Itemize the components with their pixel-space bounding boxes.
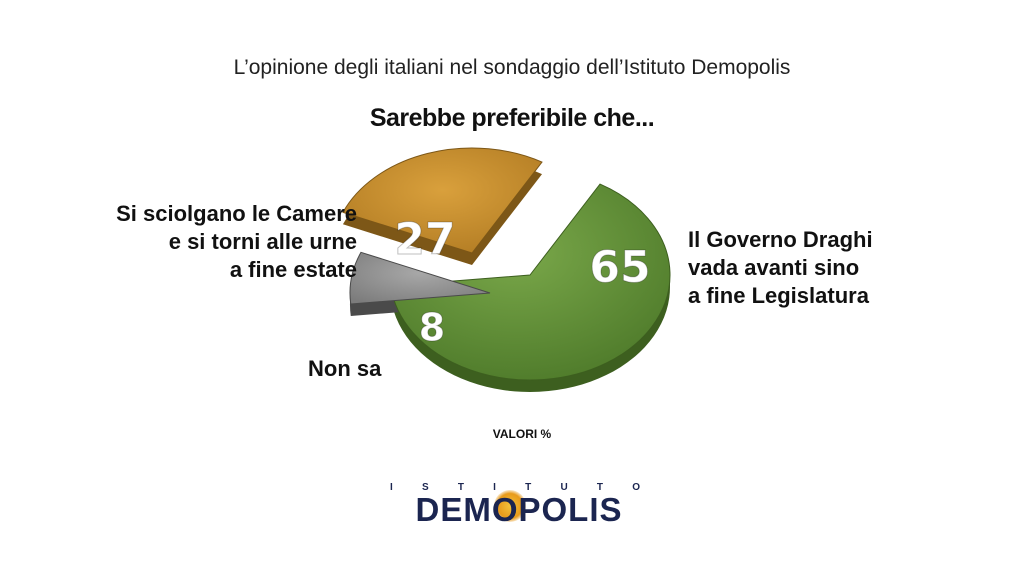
legend-label-government: Il Governo Draghi vada avanti sino a fin… [688, 226, 873, 310]
label-line: a fine estate [229, 257, 357, 282]
pie-slice [390, 183, 671, 381]
pie-slice [349, 251, 491, 305]
chart-subtitle: Sarebbe preferibile che... [369, 104, 655, 132]
label-line: Non sa [308, 356, 382, 381]
label-line: e si torni alle urne [168, 229, 357, 254]
page-title: L’opinione degli italiani nel sondaggio … [233, 56, 791, 79]
pie-slice-value-label: 8 [419, 306, 445, 350]
label-line: vada avanti sino [688, 255, 860, 280]
label-line: Il Governo Draghi [688, 227, 873, 252]
pie-slice [342, 147, 543, 254]
logo-letter: U [560, 482, 568, 493]
logo-letter: O [632, 482, 640, 493]
logo-letter: I [493, 482, 496, 493]
pie-slice-value-label: 65 [589, 242, 650, 293]
pie-slice-value-label: 27 [394, 214, 455, 265]
logo-sun-icon [494, 490, 526, 522]
logo-letter: I [390, 482, 393, 493]
legend-label-nonsa: Non sa [308, 355, 381, 383]
logo-letter: S [421, 482, 429, 493]
logo-letter: T [457, 482, 464, 493]
label-line: Si sciolgano le Camere [116, 201, 357, 226]
label-line: a fine Legislatura [688, 283, 869, 308]
legend-label-elections: Si sciolgano le Camere e si torni alle u… [116, 200, 357, 284]
demopolis-logo: I S T I T U T O DEMOPOLIS [384, 478, 664, 538]
values-unit-note: VALORI % [492, 427, 552, 441]
logo-letter: T [596, 482, 604, 493]
logo-wordmark: DEMOPOLIS [415, 491, 623, 528]
logo-letter: T [525, 482, 532, 493]
